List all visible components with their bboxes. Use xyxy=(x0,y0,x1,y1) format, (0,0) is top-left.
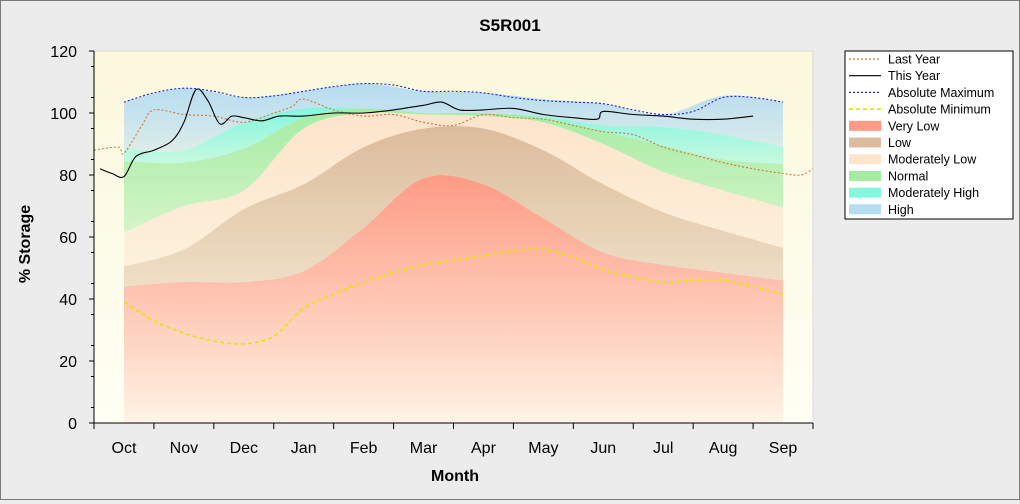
y-tick-label: 60 xyxy=(59,230,77,247)
x-tick-label: Sep xyxy=(769,440,798,457)
legend-label-moderately-low: Moderately Low xyxy=(888,153,977,167)
y-tick-label: 0 xyxy=(68,416,77,433)
band-very-low xyxy=(124,174,783,423)
x-tick-label: Aug xyxy=(709,440,737,457)
x-tick-label: Dec xyxy=(230,440,258,457)
chart-title: S5R001 xyxy=(479,16,540,35)
y-tick-label: 120 xyxy=(50,44,77,61)
legend-swatch-normal xyxy=(849,170,881,181)
y-tick-label: 20 xyxy=(59,354,77,371)
band-moderately-high xyxy=(124,107,783,165)
x-tick-label: May xyxy=(528,440,558,457)
x-axis-label: Month xyxy=(431,468,479,485)
legend-label-normal: Normal xyxy=(888,169,928,183)
x-tick-label: Jan xyxy=(291,440,317,457)
series-this-year xyxy=(99,88,754,179)
y-tick-label: 40 xyxy=(59,292,77,309)
series-absolute-maximum xyxy=(123,82,784,116)
legend-label-absolute-minimum: Absolute Minimum xyxy=(888,103,991,117)
band-high xyxy=(124,83,783,152)
x-tick-label: Oct xyxy=(112,440,137,457)
bands-layer xyxy=(124,83,783,423)
legend-label-this-year: This Year xyxy=(888,69,940,83)
y-tick-label: 80 xyxy=(59,168,77,185)
legend: Last Year This Year Absolute Maximum Absolu… xyxy=(849,53,994,217)
series-last-year xyxy=(94,98,813,176)
axes-layer: 0 20 40 60 80 100 120 Oct Nov Dec Jan Feb Mar Apr May J… xyxy=(50,44,814,457)
x-tick-label: Mar xyxy=(410,440,438,457)
legend-label-high: High xyxy=(888,203,914,217)
x-tick-label: Nov xyxy=(170,440,198,457)
band-low xyxy=(124,125,783,287)
legend-label-low: Low xyxy=(888,136,912,150)
y-axis-label: % Storage xyxy=(17,205,34,283)
legend-swatch-low xyxy=(849,137,881,148)
legend-swatch-moderately-high xyxy=(849,187,881,198)
x-tick-label: Jul xyxy=(653,440,673,457)
series-absolute-minimum xyxy=(123,248,784,345)
band-moderately-low xyxy=(124,112,783,267)
legend-swatch-high xyxy=(849,204,881,215)
band-normal xyxy=(124,108,783,233)
legend-swatch-very-low xyxy=(849,120,881,131)
x-tick-label: Jun xyxy=(590,440,616,457)
legend-label-very-low: Very Low xyxy=(888,119,940,133)
y-tick-label: 100 xyxy=(50,106,77,123)
x-tick-label: Feb xyxy=(350,440,378,457)
legend-label-last-year: Last Year xyxy=(888,53,940,67)
legend-label-absolute-maximum: Absolute Maximum xyxy=(888,86,994,100)
lines-layer xyxy=(94,82,813,345)
legend-label-moderately-high: Moderately High xyxy=(888,186,979,200)
legend-swatch-moderately-low xyxy=(849,154,881,165)
x-tick-label: Apr xyxy=(471,440,497,457)
